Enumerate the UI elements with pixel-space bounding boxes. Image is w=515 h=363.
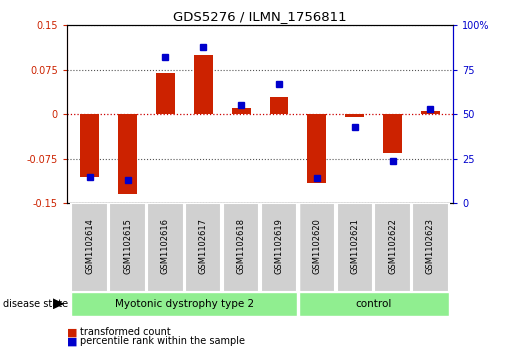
Bar [345,114,364,117]
Text: ■: ■ [67,327,77,337]
Text: GSM1102620: GSM1102620 [313,218,321,274]
Bar [383,114,402,153]
Bar [232,109,251,114]
Text: GSM1102614: GSM1102614 [85,218,94,274]
Text: GSM1102622: GSM1102622 [388,218,397,274]
Bar [72,203,108,292]
Bar [223,203,260,292]
Bar [307,114,327,183]
Text: transformed count: transformed count [80,327,170,337]
Text: Myotonic dystrophy type 2: Myotonic dystrophy type 2 [115,299,254,309]
Bar [147,203,183,292]
Bar [299,203,335,292]
Bar [269,97,288,114]
Polygon shape [53,298,64,309]
Bar [109,203,146,292]
Bar [299,292,449,316]
Text: GSM1102621: GSM1102621 [350,218,359,274]
Text: GSM1102623: GSM1102623 [426,218,435,274]
Text: GSM1102618: GSM1102618 [236,218,246,274]
Bar [337,203,373,292]
Title: GDS5276 / ILMN_1756811: GDS5276 / ILMN_1756811 [173,10,347,23]
Bar [185,203,221,292]
Text: ■: ■ [67,336,77,346]
Bar [118,114,137,195]
Bar [80,114,99,177]
Bar [261,203,297,292]
Text: percentile rank within the sample: percentile rank within the sample [80,336,245,346]
Text: control: control [355,299,392,309]
Bar [421,111,440,114]
Text: GSM1102617: GSM1102617 [199,218,208,274]
Text: GSM1102615: GSM1102615 [123,218,132,274]
Bar [72,292,297,316]
Text: GSM1102619: GSM1102619 [274,218,284,274]
Text: disease state: disease state [3,299,67,309]
Bar [156,73,175,114]
Bar [374,203,411,292]
Text: GSM1102616: GSM1102616 [161,218,170,274]
Bar [194,55,213,114]
Bar [413,203,449,292]
